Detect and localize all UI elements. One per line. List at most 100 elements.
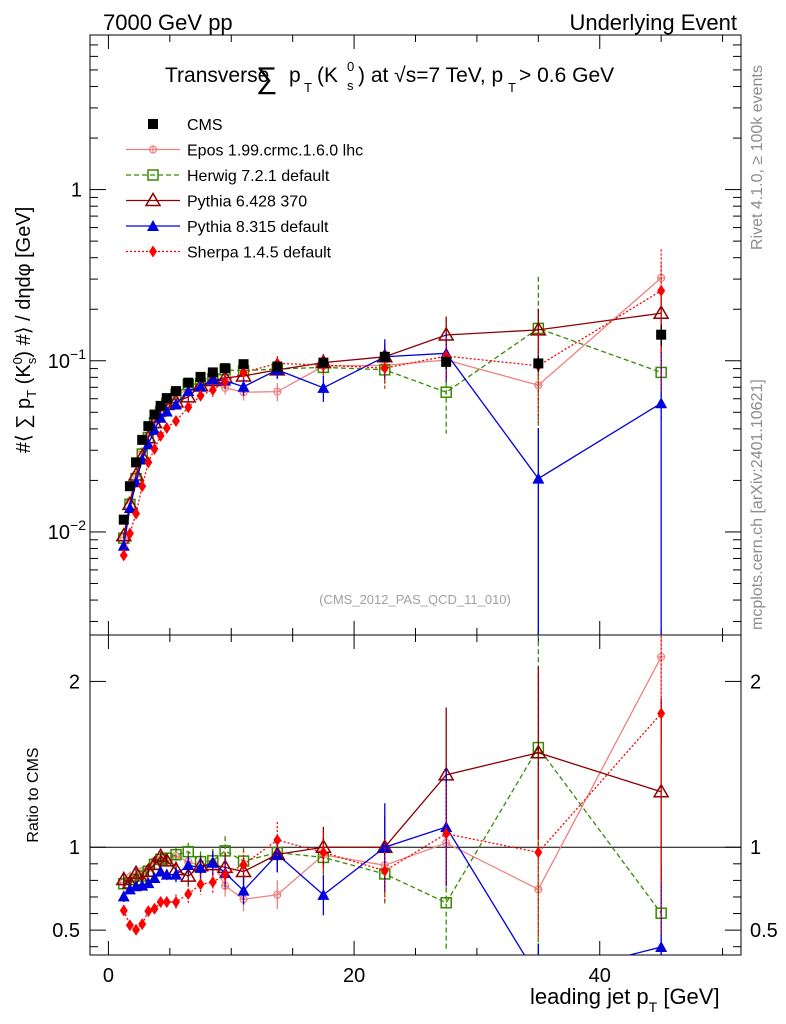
ratio-point-sherpa (239, 858, 248, 871)
ratio-point-pythia8 (154, 865, 167, 877)
ratio-point-sherpa (221, 868, 230, 881)
ratio-series-pythia6 (115, 666, 670, 889)
ratio-point-pythia6 (140, 862, 157, 877)
ratio-point-pythia8 (142, 877, 155, 889)
ratio-point-sherpa (380, 864, 389, 877)
ratio-point-sherpa (442, 827, 451, 840)
ratio-point-pythia6 (530, 744, 547, 759)
legend-marker (147, 169, 159, 181)
ratio-point-pythia6 (152, 847, 169, 863)
ratio-point-pythia8 (148, 871, 161, 883)
point-sherpa (156, 429, 165, 442)
point-epos (273, 387, 282, 396)
point-pythia8 (117, 539, 130, 551)
legend-marker (148, 119, 158, 129)
ratio-point-sherpa (657, 707, 666, 720)
ratio-point-pythia6 (146, 855, 163, 871)
ratio-line-epos (123, 656, 662, 900)
point-sherpa (171, 414, 180, 427)
point-cms (183, 377, 194, 388)
ratio-line-sherpa (123, 713, 662, 931)
legend-item-pythia6: Pythia 6.428 370 (126, 192, 307, 211)
ratio-point-pythia8 (169, 868, 182, 880)
mcplots-label: mcplots.cern.ch [arXiv:2401.10621] (749, 379, 766, 630)
point-pythia8 (182, 385, 195, 397)
point-pythia8 (169, 398, 182, 410)
ratio-point-sherpa (119, 904, 128, 917)
ratio-point-pythia8 (206, 856, 219, 868)
svg-text:(K: (K (317, 64, 338, 87)
point-sherpa (208, 383, 217, 396)
line-herwig (123, 327, 662, 539)
svg-text:s: s (347, 78, 354, 93)
ratio-point-sherpa (196, 878, 205, 891)
point-cms (220, 363, 231, 374)
point-sherpa (132, 507, 141, 520)
ratio-point-sherpa (156, 895, 165, 908)
series-cms (118, 324, 667, 525)
ratio-point-sherpa (208, 876, 217, 889)
legend-label: CMS (187, 117, 223, 134)
legend-item-epos: Epos 1.99.crmc.1.6.0 lhc (126, 143, 363, 160)
ratio-point-sherpa (144, 905, 153, 918)
svg-text:Transverse: Transverse (165, 64, 269, 87)
point-sherpa (239, 366, 248, 379)
ratio-point-sherpa (171, 896, 180, 909)
legend-label: Pythia 6.428 370 (187, 194, 307, 211)
ratio-line-herwig (123, 746, 662, 914)
legend-item-pythia8: Pythia 8.315 default (126, 219, 329, 236)
ratio-point-pythia6 (179, 867, 197, 882)
svg-text:∑: ∑ (256, 62, 277, 95)
y-tick-label: 10−2 (48, 517, 86, 544)
ratio-point-pythia8 (378, 841, 391, 853)
series-pythia8 (117, 332, 668, 635)
y-tick-label: 1 (71, 180, 82, 202)
series-herwig (118, 276, 667, 635)
svg-text:) at √s=7 TeV, p: ) at √s=7 TeV, p (358, 64, 503, 87)
svg-text:0: 0 (347, 59, 354, 74)
ratio-tick-label-right: 2 (750, 671, 761, 693)
y-tick-label: 10−1 (48, 346, 86, 373)
header-right: Underlying Event (569, 10, 737, 35)
point-cms (533, 358, 544, 369)
point-pythia8 (142, 438, 155, 450)
ratio-point-pythia8 (160, 868, 173, 880)
svg-text:T: T (304, 80, 312, 95)
point-pythia8 (237, 380, 250, 392)
ratio-tick-label: 0.5 (52, 920, 80, 942)
x-tick-label: 40 (589, 965, 611, 987)
point-pythia8 (154, 411, 167, 423)
point-cms (118, 514, 129, 525)
legend-label: Herwig 7.2.1 default (187, 168, 330, 185)
point-cms (207, 367, 218, 378)
point-cms (238, 359, 249, 370)
point-sherpa (125, 527, 134, 540)
point-cms (272, 361, 283, 372)
ratio-point-pythia6 (158, 852, 176, 867)
ratio-point-sherpa (162, 896, 171, 909)
legend: CMS Epos 1.99.crmc.1.6.0 lhc Herwig 7.2.1 … (126, 117, 363, 262)
ratio-point-sherpa (132, 923, 141, 936)
legend-item-sherpa: Sherpa 1.4.5 default (126, 245, 332, 262)
point-pythia8 (317, 381, 330, 393)
ratio-point-pythia8 (271, 848, 284, 860)
legend-label: Sherpa 1.4.5 default (187, 245, 332, 262)
ratio-point-pythia8 (237, 884, 250, 896)
point-herwig (440, 386, 452, 398)
ratio-tick-label-right: 1 (750, 837, 761, 859)
ratio-point-herwig (440, 897, 452, 909)
x-axis-label: leading jet pT [GeV] (530, 984, 720, 1015)
point-cms (656, 329, 667, 340)
point-cms (131, 457, 142, 468)
series-sherpa (119, 249, 666, 562)
point-cms (149, 409, 160, 420)
header-left: 7000 GeV pp (103, 10, 233, 35)
svg-text:leading jet pT [GeV]: leading jet pT [GeV] (530, 984, 720, 1015)
svg-text:T: T (508, 80, 516, 95)
line-epos (123, 277, 662, 538)
point-pythia8 (532, 472, 545, 484)
point-sherpa (162, 421, 171, 434)
point-cms (143, 421, 154, 432)
legend-item-cms: CMS (148, 117, 223, 134)
